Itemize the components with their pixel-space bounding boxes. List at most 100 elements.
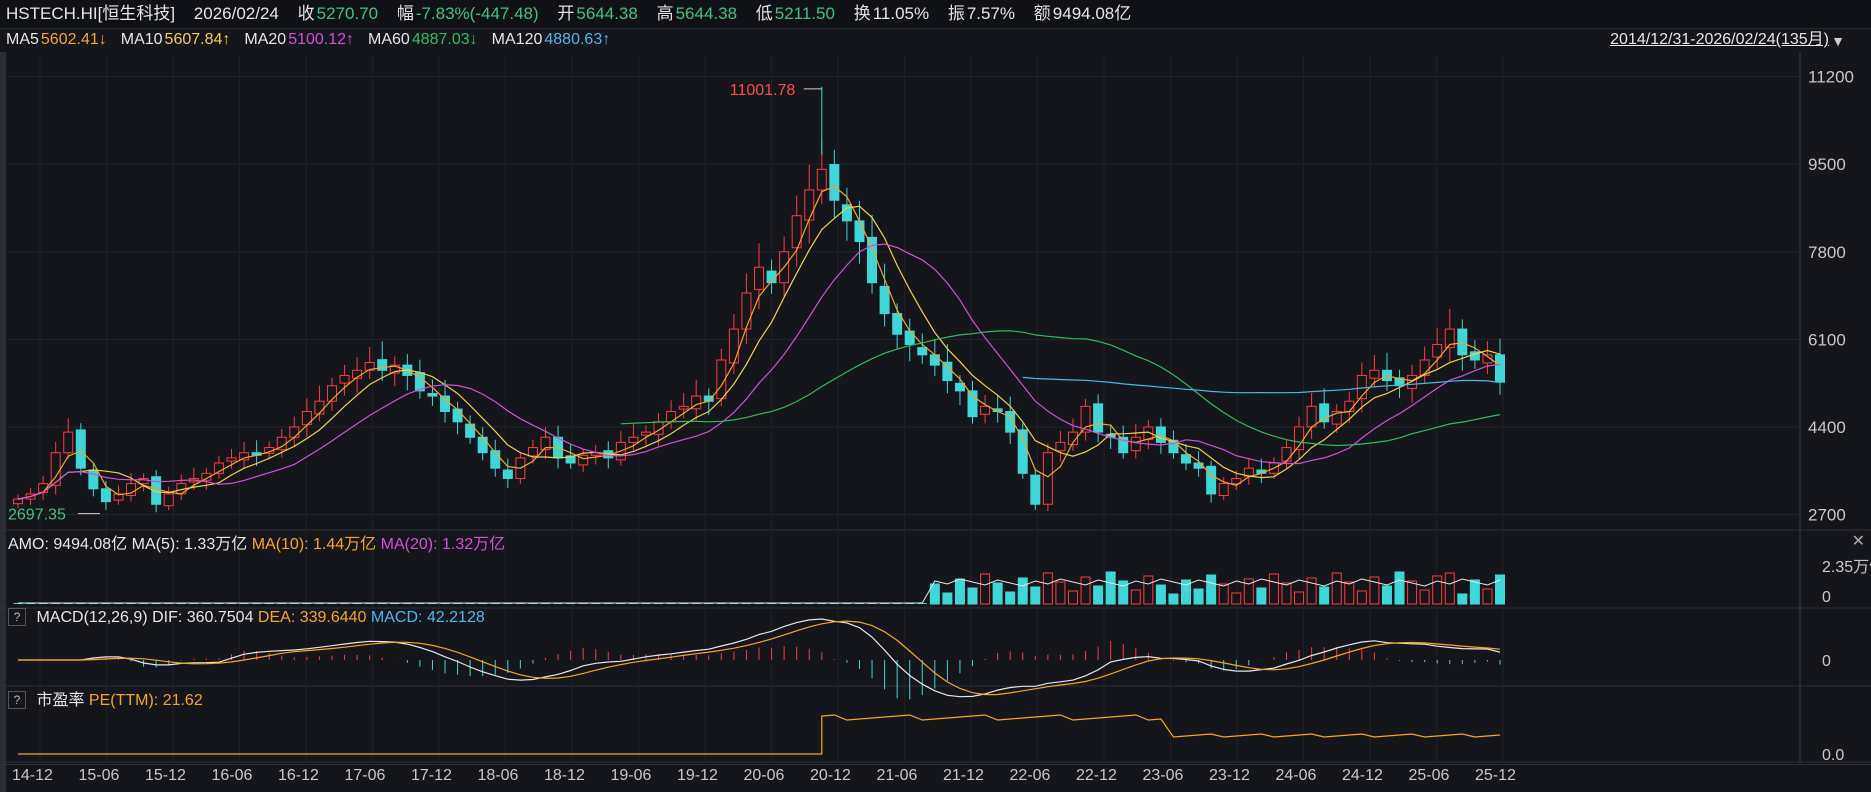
volume-bar [967,587,978,605]
volume-bar [1394,571,1405,605]
candle-body [1030,474,1041,505]
candle-body [1042,452,1053,505]
candle-body [954,382,965,392]
left-edge-strip [0,52,6,792]
volume-bar [1268,573,1279,605]
volume-bar [1432,575,1443,605]
max-price-label: 11001.78 [730,82,796,99]
close-icon[interactable]: ✕ [1851,533,1865,550]
help-icon[interactable]: ? [8,608,26,626]
x-tick-label: 16-06 [212,767,253,784]
high-label: 高 [656,4,674,23]
amo-ma20: MA(20): 1.32万亿 [380,536,506,553]
macd-dea-line [18,620,1501,696]
amo-ma10: MA(10): 1.44万亿 [251,536,377,553]
close-value: 5270.70 [316,4,379,23]
volume-bar [1344,581,1355,605]
candle-body [1482,354,1493,364]
amo-ma5: MA(5): 1.33万亿 [131,536,248,553]
candle-body [226,457,237,462]
volume-bar [1143,575,1154,605]
candle-body [1457,328,1468,356]
candle-body [1067,431,1078,446]
candle-body [527,447,538,457]
candle-body [239,452,250,461]
candle-body [100,488,111,503]
volume-bar [1381,585,1392,605]
volume-bar [1168,593,1179,605]
candle-body [465,423,476,438]
candle-body [1419,359,1430,376]
x-tick-label: 24-06 [1276,767,1317,784]
pe-value: PE(TTM): 21.62 [88,692,203,709]
x-tick-label: 25-12 [1475,767,1516,784]
volume-axis-top: 2.35万亿 [1822,558,1871,576]
y-tick-label: 7800 [1808,243,1846,262]
candle-body [980,405,991,415]
x-tick-label: 15-06 [79,767,120,784]
date-range-selector[interactable]: 2014/12/31-2026/02/24(135月) [1610,31,1829,48]
candle-body [728,328,739,364]
candle-body [841,204,852,222]
y-tick-label: 2700 [1808,506,1846,525]
volume-bar [1469,579,1480,605]
volume-bar [1482,588,1493,605]
candle-body [1206,465,1217,495]
candle-body [1155,426,1166,443]
candle-body [314,400,325,415]
candle-body [892,313,903,335]
candle-body [1319,403,1330,423]
macd-dif-line [18,618,1501,698]
low-label: 低 [755,4,773,23]
help-icon[interactable]: ? [8,691,26,709]
pe-panel-legend: ? 市盈率 PE(TTM): 21.62 [8,686,203,710]
candle-body [942,361,953,382]
candle-body [1281,447,1292,462]
candle-body [929,354,940,366]
candle-body [113,493,124,501]
volume-bar [1017,577,1028,605]
ma-line [620,330,1501,447]
ma-legend-value-ma60: 4887.03↓ [411,31,478,48]
pe-axis-zero: 0.0 [1822,747,1844,764]
min-price-label: 2697.35 [8,507,66,524]
candle-body [1394,377,1405,387]
candle-body [213,462,224,474]
candle-body [201,472,212,481]
x-tick-label: 20-06 [744,767,785,784]
candle-body [829,164,840,201]
volume-bar [1319,586,1330,605]
volume-axis-zero: 0 [1822,589,1831,606]
volume-bar [1206,574,1217,605]
candle-body [289,426,300,438]
candle-body [904,330,915,346]
candle-body [126,483,137,497]
candle-body [1495,354,1505,383]
candle-body [377,359,388,371]
ma-legend-value-ma10: 5607.84↑ [164,31,231,48]
volume-bar [1130,589,1141,605]
volume-bar [1294,591,1305,605]
quote-date: 2026/02/24 [193,4,279,23]
ma-legend-items: MA5 5602.41↓ MA10 5607.84↑ MA20 5100.12↑ MA60 4… [0,31,610,48]
volume-bar [1356,590,1367,605]
candle-body [628,436,639,443]
candle-body [389,364,400,374]
candle-body [1331,411,1342,425]
high-value: 5644.38 [675,4,738,23]
volume-bar [1231,592,1242,605]
candle-body [1369,369,1380,379]
volume-bar [942,592,953,605]
candle-body [1432,344,1443,358]
volume-bar [1118,580,1129,605]
candle-body [1344,400,1355,412]
macd-dea: DEA: 339.6440 [257,609,367,626]
quote-header: HSTECH.HI[恒生科技] 2026/02/24 收 5270.70 幅 -7.… [0,0,1871,29]
volume-bar [1495,574,1505,605]
candle-body [502,469,513,479]
amount-value: 9494.08亿 [1052,4,1132,23]
chevron-down-icon[interactable]: ▼ [1831,33,1845,49]
candle-body [1017,429,1028,474]
candle-body [339,374,350,384]
